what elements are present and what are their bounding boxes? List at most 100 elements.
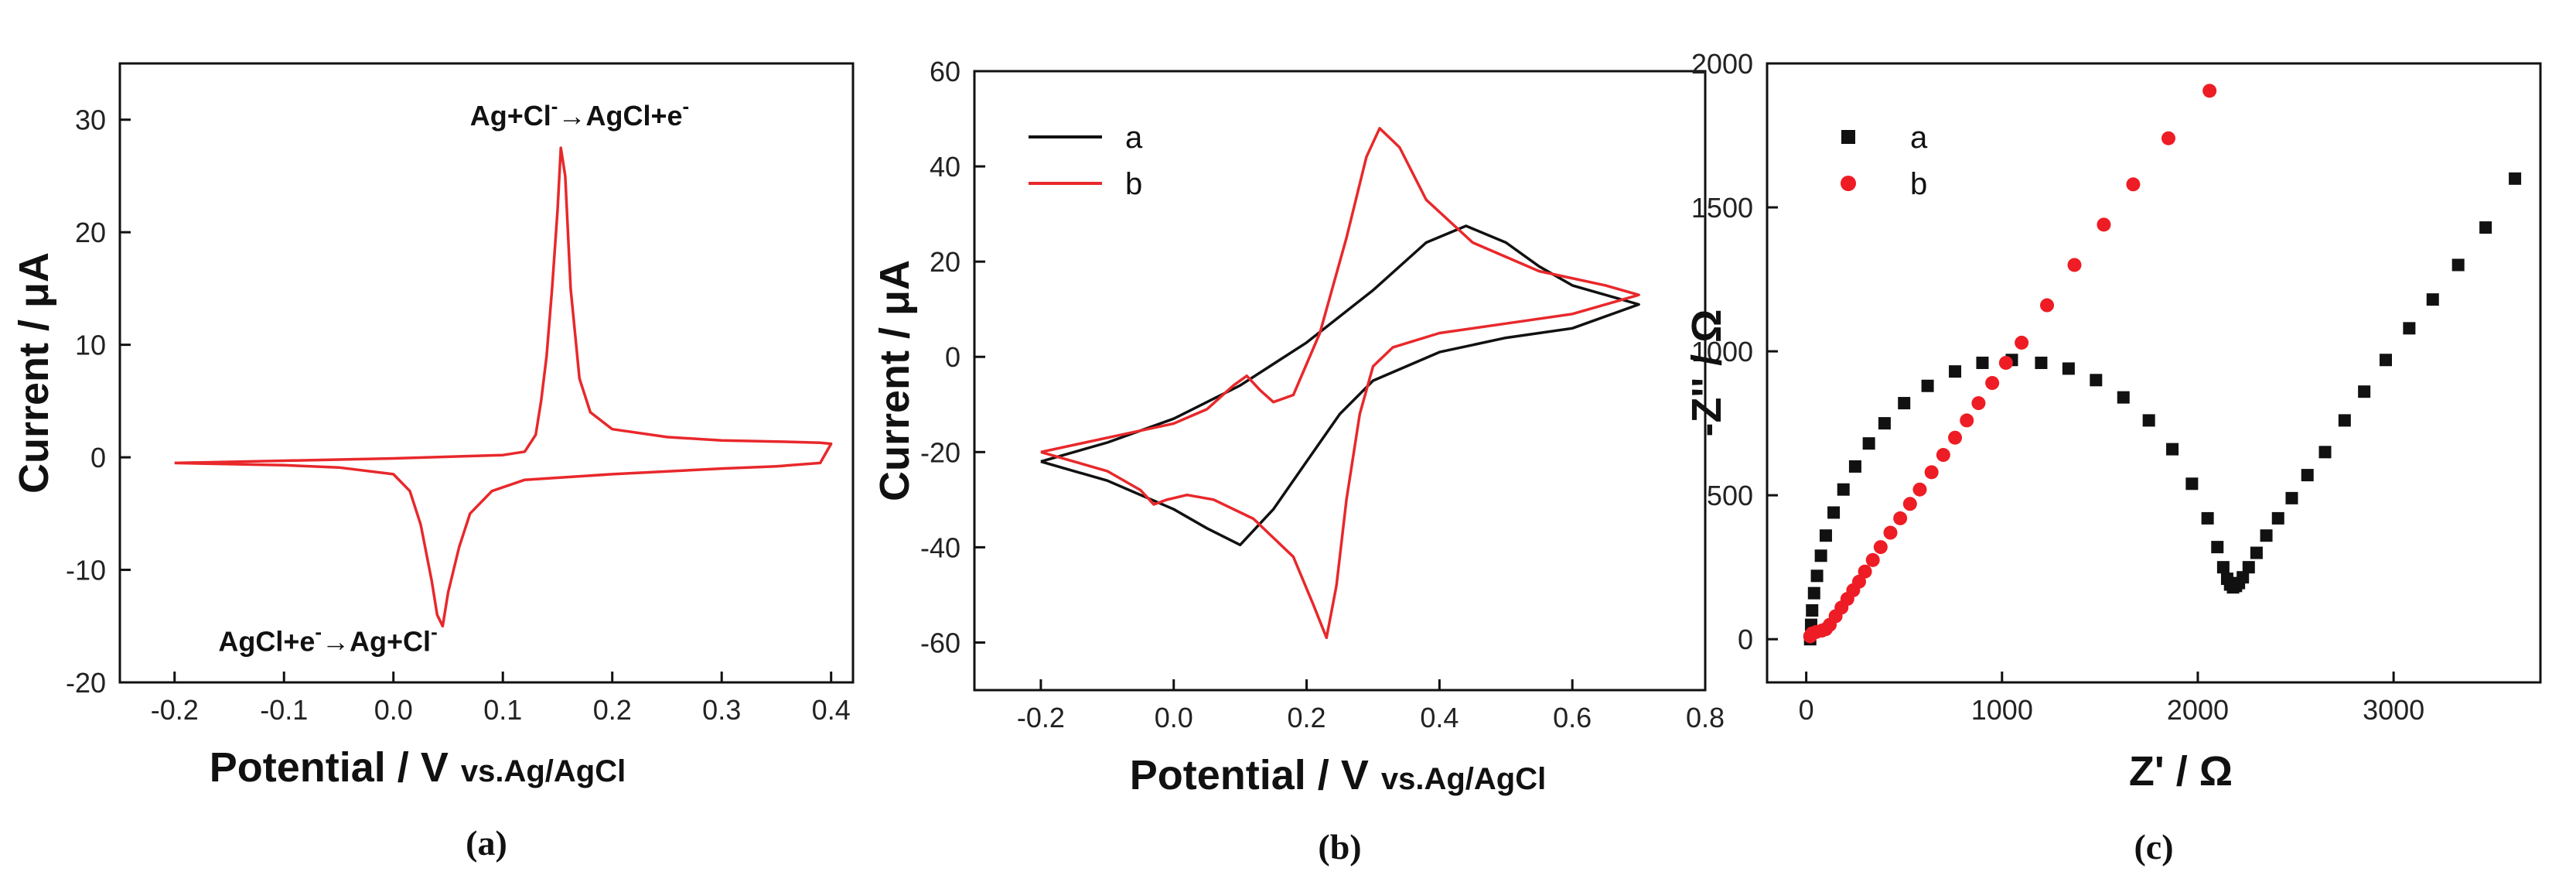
data-point-a — [1827, 506, 1841, 519]
data-point-b — [1883, 525, 1898, 540]
data-point-a — [1806, 603, 1819, 617]
data-point-b — [1873, 540, 1888, 555]
x-tick-label: 0 — [1799, 694, 1814, 726]
x-axis-title-main: Potential / V — [1130, 752, 1369, 798]
x-tick-label: 0.2 — [593, 694, 632, 726]
x-axis-title-main: Z' / Ω — [2129, 748, 2233, 795]
data-point-a — [2237, 571, 2250, 584]
annotation-superscript: - — [315, 620, 322, 643]
data-point-b — [1858, 564, 1872, 579]
y-tick-label: -20 — [66, 667, 106, 699]
data-point-a — [2260, 529, 2273, 542]
x-axis-title: Z' / Ω — [2129, 748, 2233, 795]
y-axis-title: -Z'' / Ω — [1684, 309, 1730, 437]
y-tick-label: 0 — [1738, 624, 1753, 655]
data-point-a — [2035, 356, 2048, 369]
data-point-a — [2285, 491, 2298, 504]
x-tick-label: -0.2 — [151, 694, 199, 726]
annotation-superscript: - — [431, 620, 438, 643]
data-point-a — [2338, 414, 2351, 427]
legend-label-b: b — [1125, 167, 1142, 201]
y-tick-label: 0 — [945, 341, 960, 373]
data-point-b — [2202, 84, 2217, 98]
data-point-b — [1985, 376, 2000, 391]
data-point-a — [1810, 569, 1824, 583]
y-tick-label: -20 — [920, 436, 960, 468]
x-tick-label: 0.4 — [812, 694, 851, 726]
y-tick-label: -10 — [66, 555, 106, 586]
y-tick-label: 60 — [930, 56, 960, 87]
legend: ab — [1029, 121, 1143, 201]
data-point-b — [2067, 258, 2082, 272]
data-point-a — [2090, 374, 2103, 387]
data-point-a — [2250, 546, 2263, 559]
data-point-a — [2301, 469, 2314, 482]
y-tick-label: -60 — [920, 627, 960, 658]
data-point-a — [2142, 414, 2155, 427]
data-area — [1803, 84, 2522, 646]
data-point-a — [2242, 561, 2255, 574]
x-axis-title: Potential / V vs.Ag/AgCl — [210, 744, 626, 791]
data-point-a — [2358, 385, 2371, 398]
y-tick-label: 30 — [75, 104, 106, 136]
y-tick-label: 10 — [75, 330, 106, 361]
plot-frame — [1766, 62, 2542, 684]
legend-label-a: a — [1125, 121, 1143, 155]
data-point-a — [2117, 391, 2130, 404]
data-point-b — [1865, 552, 1880, 567]
data-point-b — [1936, 448, 1950, 463]
y-tick-label: 20 — [75, 217, 106, 248]
data-point-b — [1912, 482, 1927, 497]
legend-swatch-a — [1841, 130, 1855, 144]
legend-label-a: a — [1910, 121, 1928, 155]
x-tick-label: 0.1 — [483, 694, 522, 726]
x-tick-label: -0.2 — [1017, 702, 1065, 733]
x-tick-label: 0.0 — [374, 694, 413, 726]
data-point-a — [1819, 529, 1832, 542]
x-axis-title-sub: vs.Ag/AgCl — [461, 754, 626, 788]
series-line-a — [1040, 224, 1640, 547]
annotation-part: →Ag+Cl — [322, 625, 431, 657]
data-point-b — [1960, 413, 1974, 428]
legend-label-b: b — [1910, 167, 1927, 201]
data-point-a — [1837, 483, 1850, 496]
annotation-part: Ag+Cl — [470, 100, 551, 132]
y-tick-label: 40 — [930, 151, 960, 183]
data-point-a — [1898, 397, 1911, 410]
x-tick-label: 0.6 — [1553, 702, 1592, 733]
data-point-a — [2380, 354, 2392, 367]
data-area — [174, 146, 833, 628]
data-point-b — [2015, 335, 2029, 350]
data-point-a — [2201, 511, 2214, 525]
x-tick-label: -0.1 — [260, 694, 308, 726]
data-point-a — [1862, 437, 1875, 450]
x-tick-label: 0.2 — [1288, 702, 1326, 733]
plot-frame — [118, 62, 855, 684]
annotation-superscript: - — [683, 94, 690, 118]
data-point-a — [1814, 549, 1827, 562]
panel-c: 0 1000 2000 3000 0 500 1000 1500 2000 Z' / Ω -Z'' … — [1684, 48, 2542, 867]
panel-label: (a) — [466, 823, 507, 863]
x-tick-label: 0.8 — [1686, 702, 1725, 733]
panel-label: (b) — [1318, 827, 1361, 867]
data-point-a — [2211, 541, 2224, 554]
data-point-a — [2271, 511, 2284, 525]
data-point-a — [1807, 586, 1820, 600]
data-point-a — [2185, 477, 2199, 491]
y-axis-title: Current / μA — [872, 260, 918, 501]
data-point-b — [1998, 355, 2013, 370]
x-tick-label: 0.3 — [702, 694, 741, 726]
legend-swatch-b — [1841, 176, 1856, 191]
data-point-b — [2126, 177, 2141, 192]
y-tick-label: 20 — [930, 246, 960, 278]
data-point-b — [1948, 430, 1963, 445]
series-line-b — [1040, 127, 1640, 640]
data-point-b — [2161, 131, 2175, 145]
x-tick-label: 1000 — [1971, 694, 2033, 726]
x-axis-title-sub: vs.Ag/AgCl — [1381, 762, 1546, 796]
annotation-superscript: - — [551, 94, 558, 118]
x-tick-label: 0.0 — [1155, 702, 1193, 733]
data-point-a — [1921, 379, 1934, 392]
reaction-annotation: Ag+Cl-→AgCl+e- — [470, 94, 689, 132]
